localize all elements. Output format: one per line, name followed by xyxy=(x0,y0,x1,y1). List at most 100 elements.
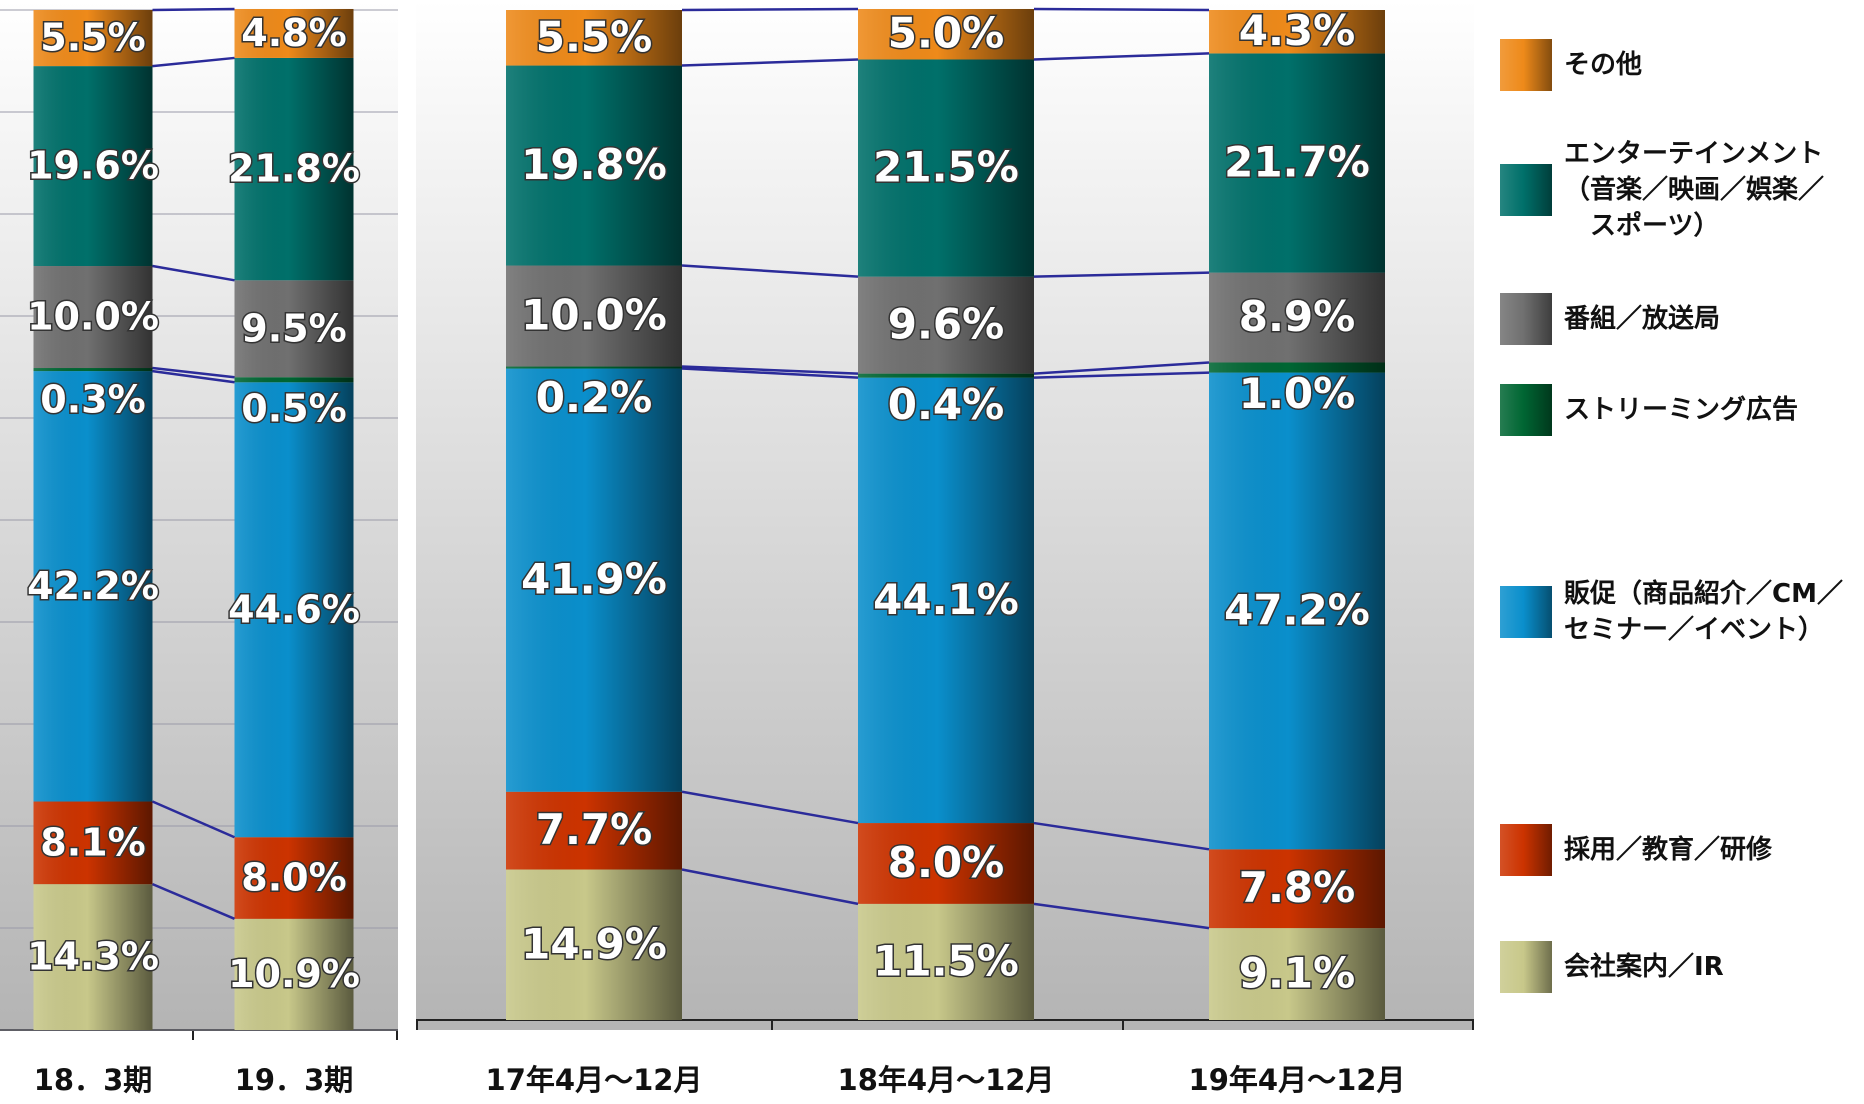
x-tick-label: 18．3期 xyxy=(34,1063,153,1097)
legend-swatch xyxy=(1500,39,1552,91)
legend-item: 販促（商品紹介／CM／ セミナー／イベント） xyxy=(1500,576,1843,648)
value-label: 4.8% xyxy=(241,11,346,55)
legend-item: ストリーミング広告 xyxy=(1500,384,1798,436)
bar-shade xyxy=(234,918,354,1030)
connector xyxy=(681,367,859,379)
value-label: 8.1% xyxy=(40,820,145,864)
bar-shade xyxy=(858,8,1034,60)
bar-shade xyxy=(33,371,153,802)
value-label: 10.0% xyxy=(521,291,667,340)
connector xyxy=(152,882,235,920)
value-label: 8.9% xyxy=(1239,292,1355,341)
bar-shade xyxy=(1209,372,1385,850)
legend-swatch xyxy=(1500,586,1552,638)
value-label: 21.7% xyxy=(1224,138,1370,187)
legend-label: 販促（商品紹介／CM／ セミナー／イベント） xyxy=(1564,579,1843,645)
connector xyxy=(1033,371,1210,379)
value-label: 19.6% xyxy=(27,144,159,188)
bar-shade xyxy=(506,265,682,367)
value-label: 14.3% xyxy=(27,935,159,979)
value-label: 44.1% xyxy=(873,575,1019,624)
bar-shade xyxy=(1209,362,1385,373)
value-label: 42.2% xyxy=(27,564,159,608)
value-label: 10.0% xyxy=(27,295,159,339)
value-label: 47.2% xyxy=(1224,585,1370,634)
connector xyxy=(681,868,859,906)
bar-shade xyxy=(33,66,153,267)
value-label: 9.5% xyxy=(241,306,346,350)
legend-label: 採用／教育／研修 xyxy=(1564,835,1773,865)
value-label: 7.7% xyxy=(536,805,652,854)
bar-shade xyxy=(506,791,682,870)
connector xyxy=(152,366,235,379)
value-label: 14.9% xyxy=(521,919,667,968)
bar-shade xyxy=(33,368,153,372)
legend-label: 番組／放送局 xyxy=(1564,304,1721,334)
connector xyxy=(152,369,235,384)
bar-shade xyxy=(1209,53,1385,273)
bar-shade xyxy=(234,8,354,58)
bar-shade xyxy=(506,368,682,792)
connector xyxy=(681,58,859,67)
x-tick-label: 18年4月～12月 xyxy=(838,1063,1055,1097)
legend-label: ストリーミング広告 xyxy=(1564,395,1799,425)
legend-swatch xyxy=(1500,384,1552,436)
connector xyxy=(1033,902,1210,930)
connector xyxy=(1033,821,1210,851)
bar-shade xyxy=(234,382,354,838)
legend-swatch xyxy=(1500,941,1552,993)
value-label: 9.1% xyxy=(1239,949,1355,998)
connector xyxy=(152,264,235,282)
legend-item: その他 xyxy=(1500,39,1642,91)
x-tick-label: 19年4月～12月 xyxy=(1189,1063,1406,1097)
value-label: 5.0% xyxy=(888,9,1004,58)
bar-shade xyxy=(506,366,682,369)
value-label: 11.5% xyxy=(873,936,1019,985)
bar-shade xyxy=(1209,272,1385,363)
value-label: 0.2% xyxy=(536,373,652,422)
legend-item: 番組／放送局 xyxy=(1500,293,1720,345)
value-label: 5.5% xyxy=(536,12,652,61)
bar-shade xyxy=(234,57,354,281)
bar-shade xyxy=(33,801,153,885)
bar-shade xyxy=(234,280,354,378)
connector xyxy=(1033,361,1210,375)
x-tick-label: 19．3期 xyxy=(235,1063,354,1097)
bar-shade xyxy=(858,377,1034,824)
value-label: 5.5% xyxy=(40,16,145,60)
connector xyxy=(681,7,859,12)
value-label: 1.0% xyxy=(1239,369,1355,418)
connector xyxy=(152,56,235,68)
bar-shade xyxy=(234,377,354,383)
bar-shade xyxy=(1209,849,1385,929)
bar-shade xyxy=(858,59,1034,277)
connector xyxy=(1033,7,1210,12)
bar-shade xyxy=(858,903,1034,1020)
connector xyxy=(152,7,235,12)
legend-item: 会社案内／IR xyxy=(1500,941,1724,993)
bar-shade xyxy=(33,10,153,67)
bar-shade xyxy=(234,837,354,919)
legend-swatch xyxy=(1500,164,1552,216)
bar-shade xyxy=(506,869,682,1020)
value-label: 19.8% xyxy=(521,140,667,189)
value-label: 0.5% xyxy=(241,387,346,431)
value-label: 8.0% xyxy=(241,856,346,900)
connector xyxy=(681,264,859,278)
value-label: 21.5% xyxy=(873,143,1019,192)
bar-shade xyxy=(858,276,1034,374)
bar-shade xyxy=(858,823,1034,904)
value-label: 10.9% xyxy=(228,952,360,996)
x-tick-label: 17年4月～12月 xyxy=(486,1063,703,1097)
bar-shade xyxy=(33,884,153,1030)
value-label: 41.9% xyxy=(521,555,667,604)
bar-shade xyxy=(506,10,682,66)
legend-label: エンターテインメント （音楽／映画／娯楽／ スポーツ） xyxy=(1564,139,1825,241)
value-label: 0.3% xyxy=(40,378,145,422)
legend-swatch xyxy=(1500,293,1552,345)
legend-item: エンターテインメント （音楽／映画／娯楽／ スポーツ） xyxy=(1500,136,1824,244)
value-label: 7.8% xyxy=(1239,863,1355,912)
value-label: 21.8% xyxy=(228,147,360,191)
